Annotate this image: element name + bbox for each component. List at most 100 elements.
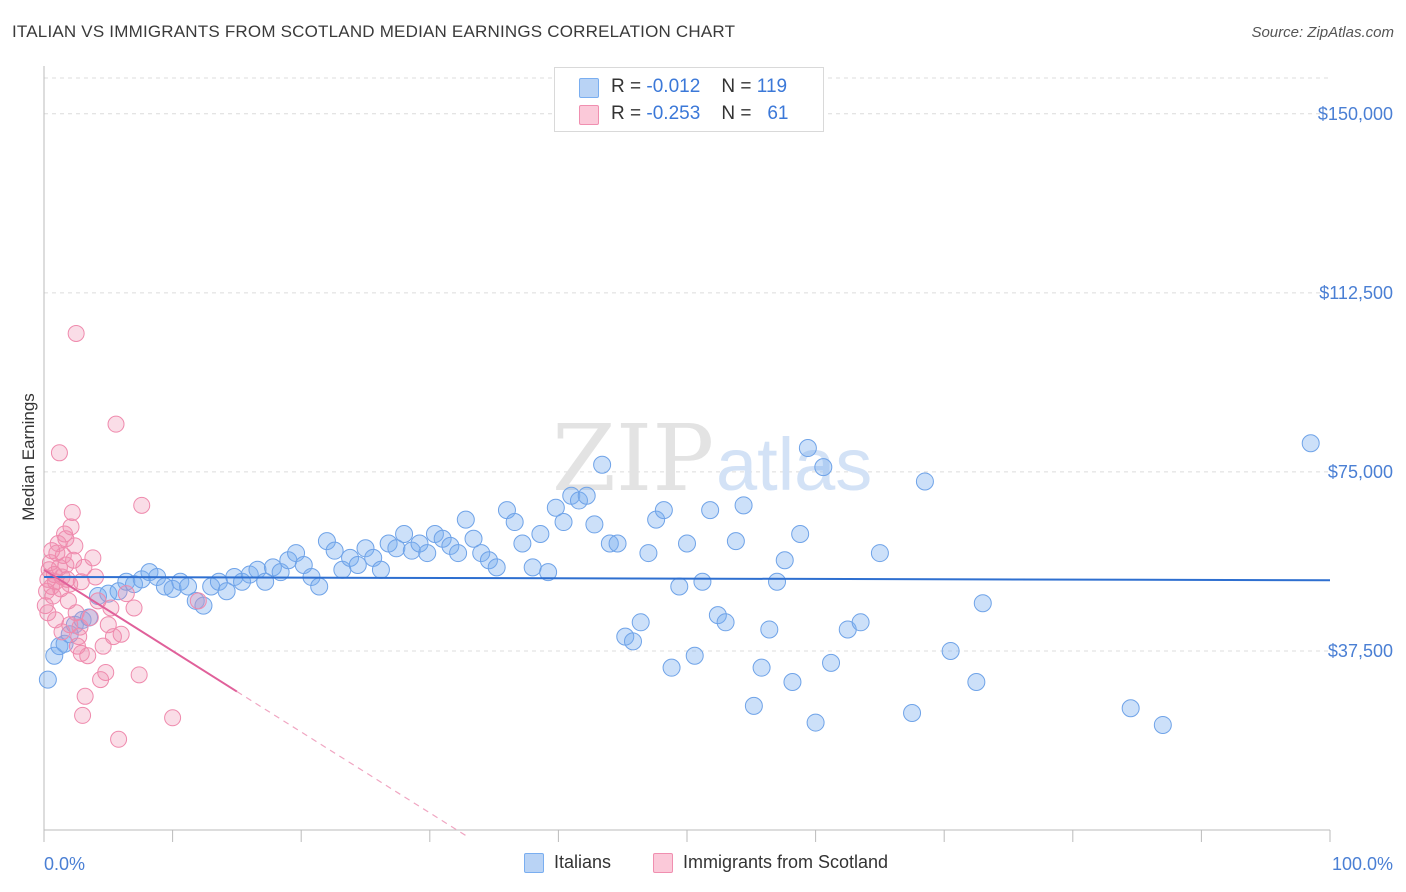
italians-point xyxy=(395,524,414,543)
italians-point xyxy=(310,577,329,596)
italians-point xyxy=(639,544,658,563)
scotland-legend-swatch xyxy=(653,853,673,873)
italians-point xyxy=(194,596,213,615)
scotland-point xyxy=(43,542,61,560)
italians-point xyxy=(50,637,69,656)
italians-point xyxy=(433,529,452,548)
scotland-point xyxy=(97,663,115,681)
italians-point xyxy=(577,486,596,505)
italians-point xyxy=(593,455,612,474)
scotland-point xyxy=(65,551,83,569)
italians-point xyxy=(38,670,57,689)
italians-point xyxy=(791,524,810,543)
italians-point xyxy=(973,594,992,613)
italians-point xyxy=(631,613,650,632)
italians-point xyxy=(371,560,390,579)
italians-point xyxy=(348,556,367,575)
italians-point xyxy=(45,646,64,665)
scotland-point xyxy=(74,706,92,724)
italians-point xyxy=(1153,715,1172,734)
scotland-trend-line xyxy=(43,568,238,693)
italians-point xyxy=(546,498,565,517)
italians-point xyxy=(822,653,841,672)
italians-legend-swatch xyxy=(524,853,544,873)
italians-point xyxy=(1301,434,1320,453)
chart-title: ITALIAN VS IMMIGRANTS FROM SCOTLAND MEDI… xyxy=(12,22,736,41)
italians-point xyxy=(623,632,642,651)
legend-row-scotland: R = -0.253 N = 61 xyxy=(579,103,788,127)
italians-point xyxy=(726,532,745,551)
italians-point xyxy=(608,534,627,553)
scotland-point xyxy=(117,585,135,603)
italians-point xyxy=(670,577,689,596)
watermark: ZIP atlas xyxy=(552,405,872,512)
legend-r-label: R = xyxy=(611,103,642,124)
italians-point xyxy=(760,620,779,639)
scotland-point xyxy=(81,609,99,627)
italians-point xyxy=(647,510,666,529)
scotland-point xyxy=(79,647,97,665)
italians-point xyxy=(449,544,468,563)
legend-n-label: N = xyxy=(721,103,752,124)
italians-point xyxy=(600,534,619,553)
grid-lines xyxy=(44,77,1330,652)
scotland-point xyxy=(59,592,77,610)
scotland-point xyxy=(189,592,207,610)
italians-point xyxy=(967,672,986,691)
italians-point xyxy=(441,536,460,555)
italians-point xyxy=(539,563,558,582)
x-tick-labels: 0.0% 100.0% xyxy=(44,854,1393,874)
italians-point xyxy=(554,513,573,532)
italians-point xyxy=(341,548,360,567)
y-tick-label: $112,500 xyxy=(1319,283,1393,303)
y-tick-label: $75,000 xyxy=(1328,462,1393,482)
watermark-atlas: atlas xyxy=(716,423,872,506)
italians-point xyxy=(80,608,99,627)
italians-point xyxy=(708,606,727,625)
italians-point xyxy=(217,582,236,601)
italians-point xyxy=(585,515,604,534)
scotland-point xyxy=(112,625,130,643)
italians-point xyxy=(356,539,375,558)
scotland-point xyxy=(125,599,143,617)
stats-legend: R = -0.012 N = 119 R = -0.253 N = 61 xyxy=(554,67,824,132)
x-tick-label-start: 0.0% xyxy=(44,854,85,874)
italians-point xyxy=(456,510,475,529)
italians-point xyxy=(132,570,151,589)
scotland-point xyxy=(76,687,94,705)
scotland-point xyxy=(84,549,102,567)
legend-n-value-italians: 119 xyxy=(756,76,788,97)
italians-point xyxy=(505,513,524,532)
italians-point xyxy=(685,646,704,665)
italians-point xyxy=(903,704,922,723)
italians-point xyxy=(693,572,712,591)
scotland-point xyxy=(164,709,182,727)
italians-point xyxy=(744,696,763,715)
scotland-point xyxy=(57,530,75,548)
scotland-point xyxy=(67,324,85,342)
scotland-point xyxy=(75,558,93,576)
italians-point xyxy=(472,544,491,563)
italians-point xyxy=(317,532,336,551)
italians-trend-line xyxy=(43,575,1331,582)
legend-row-italians: R = -0.012 N = 119 xyxy=(579,76,787,100)
italians-point xyxy=(775,551,794,570)
x-tick-label-end: 100.0% xyxy=(1332,854,1393,874)
trend-lines xyxy=(43,568,1331,838)
scotland-trend-extension xyxy=(236,691,469,838)
scotland-point xyxy=(89,592,107,610)
scotland-point xyxy=(39,604,57,622)
italians-point xyxy=(941,641,960,660)
italians-point xyxy=(701,501,720,520)
italians-point xyxy=(870,544,889,563)
italians-point xyxy=(806,713,825,732)
italians-point xyxy=(523,558,542,577)
italians-swatch xyxy=(579,78,599,98)
legend-n-label: N = xyxy=(721,76,752,97)
italians-point xyxy=(531,524,550,543)
y-tick-label: $150,000 xyxy=(1318,104,1393,124)
legend-r-label: R = xyxy=(611,76,642,97)
italians-point xyxy=(734,496,753,515)
italians-legend-label: Italians xyxy=(554,852,612,872)
